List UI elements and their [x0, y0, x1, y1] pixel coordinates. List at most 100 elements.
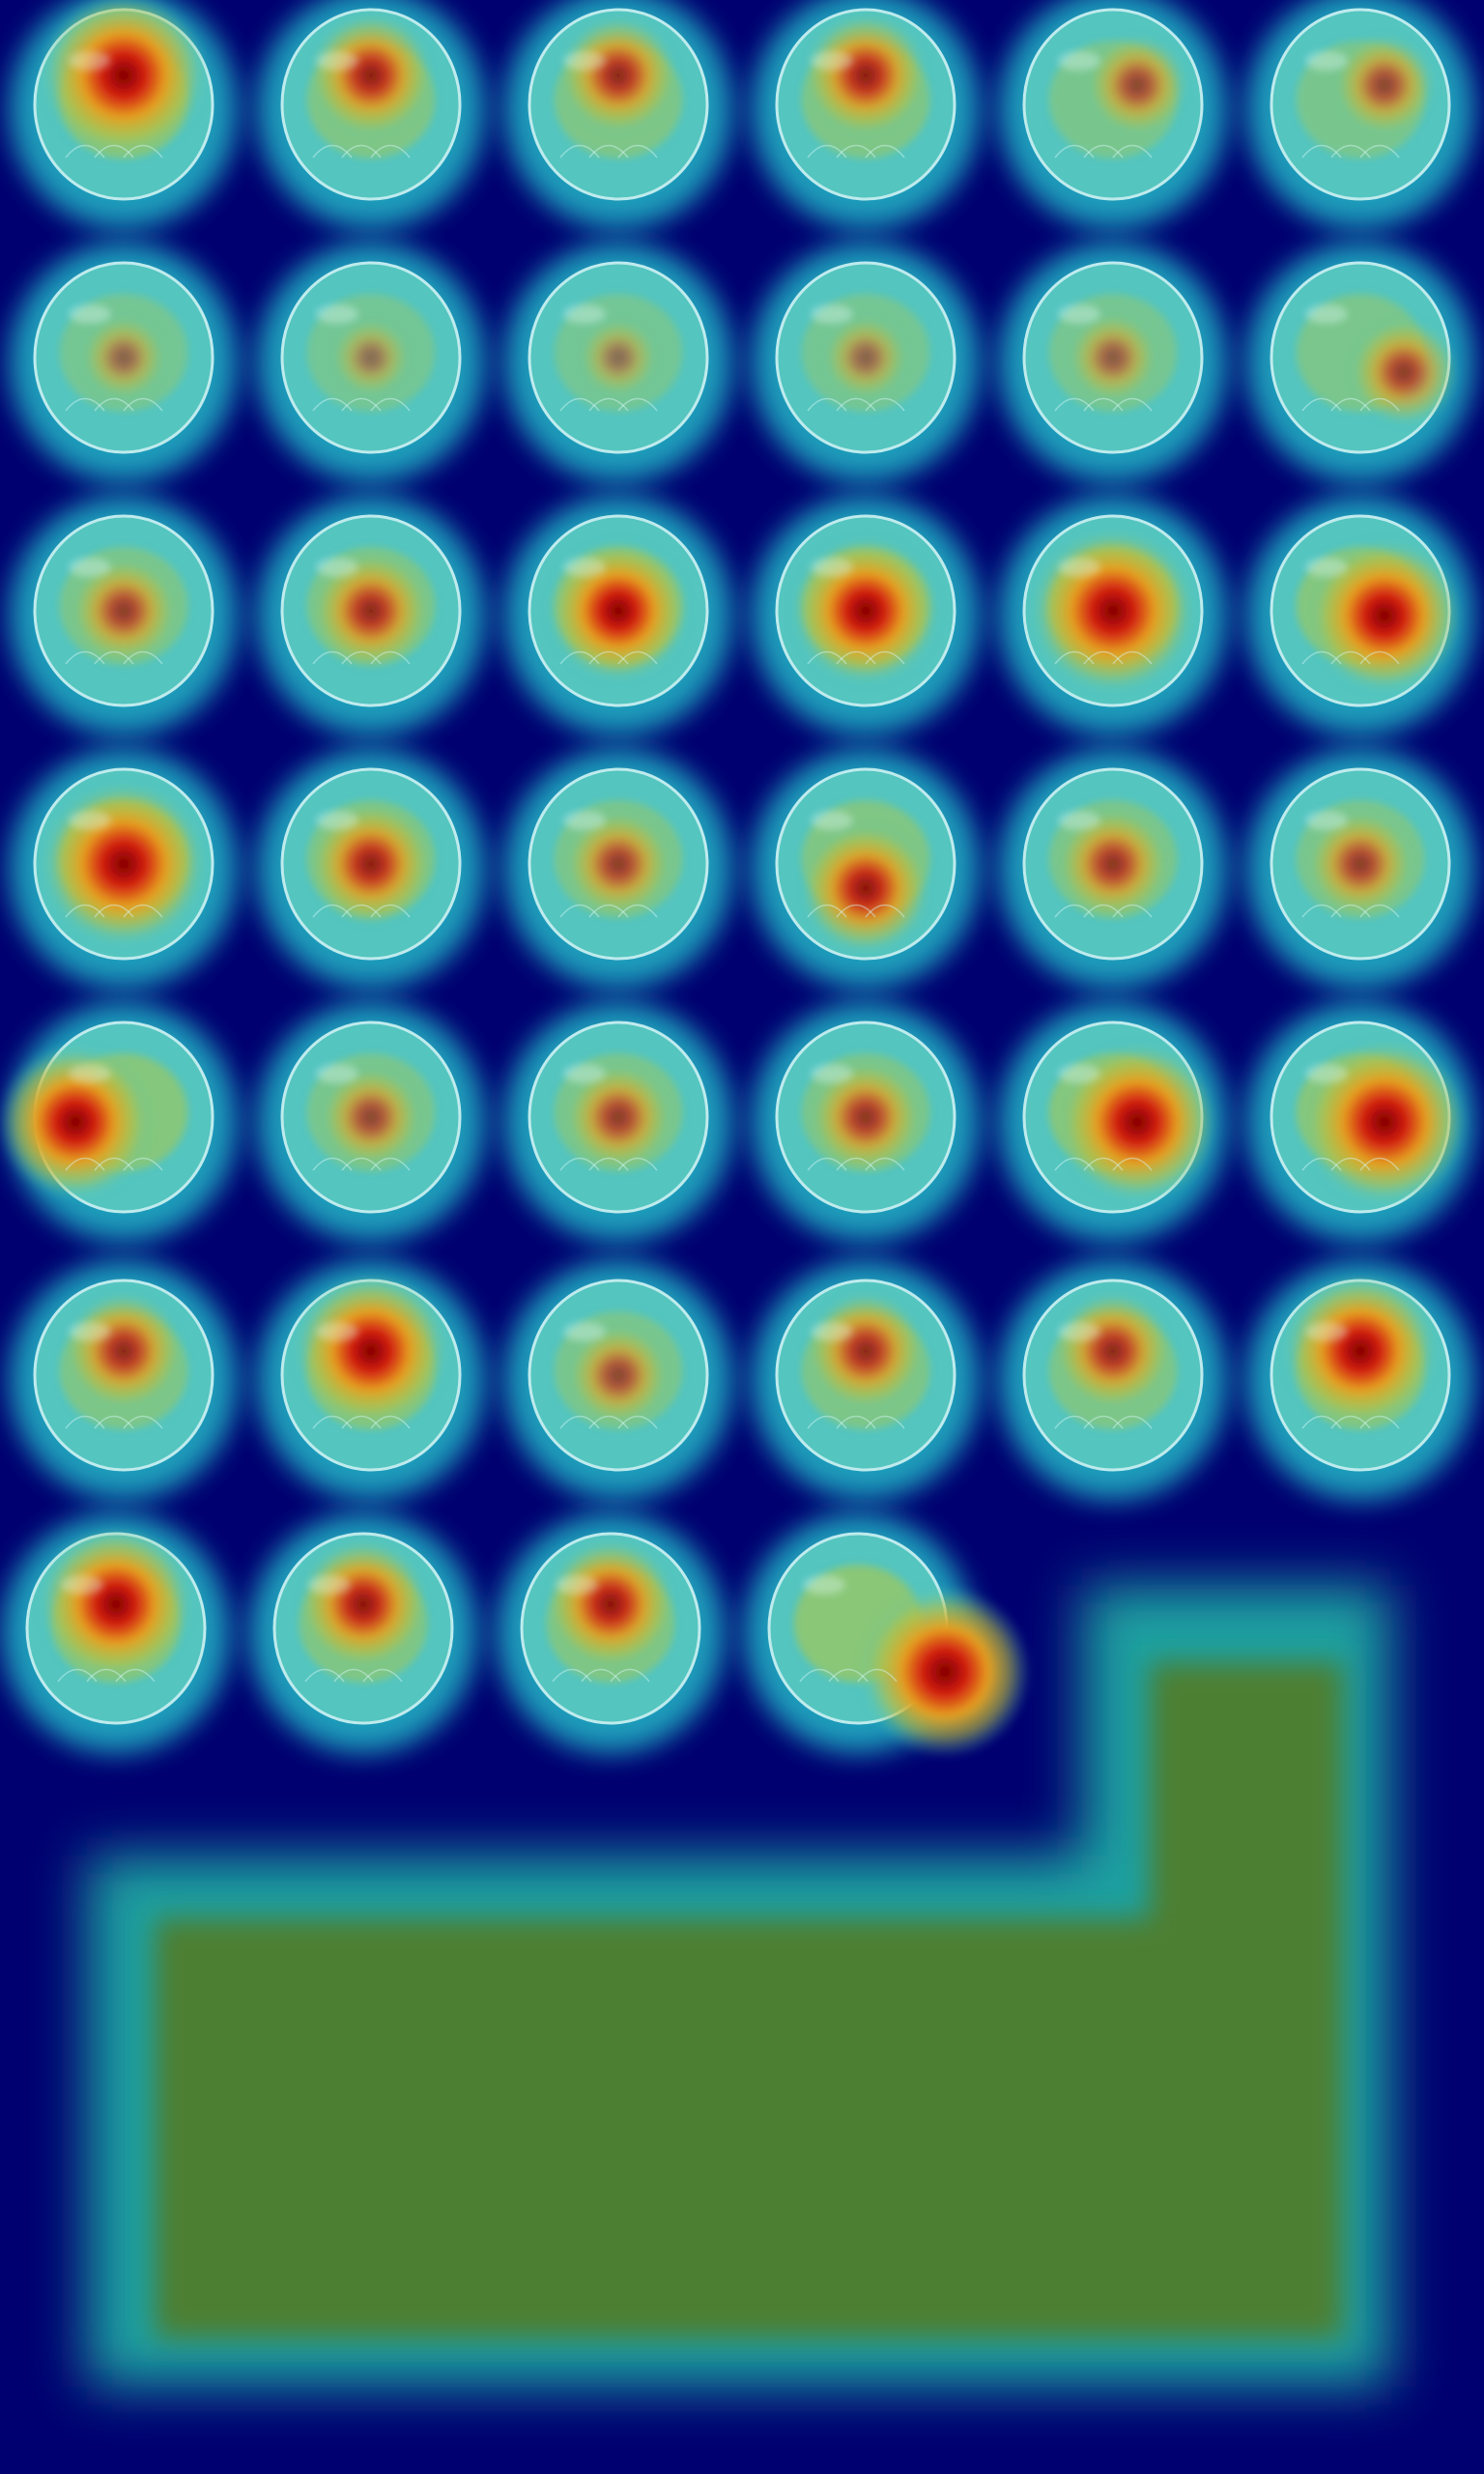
anatomy-line [865, 650, 905, 665]
anatomy-line [1359, 144, 1400, 158]
slice-tile [752, 243, 980, 482]
anatomy-line [370, 397, 411, 412]
anatomy-line [1083, 650, 1124, 665]
activation-hotspot [563, 1062, 673, 1172]
slice-tile [257, 496, 485, 735]
activation-hotspot [563, 809, 673, 919]
activation-hotspot [297, 1538, 430, 1671]
anatomy-line [1083, 144, 1124, 158]
activation-hotspot [38, 1526, 194, 1683]
bright-highlight [69, 1064, 111, 1083]
anatomy-line [341, 904, 382, 918]
anatomy-line [1112, 144, 1153, 158]
bright-highlight [811, 304, 853, 324]
anatomy-line [865, 1157, 905, 1171]
activation-hotspot [63, 1290, 185, 1412]
anatomy-line [123, 144, 163, 158]
anatomy-line [1301, 904, 1342, 918]
bright-highlight [316, 558, 358, 577]
bright-highlight [1305, 51, 1348, 71]
anatomy-line [588, 1157, 629, 1171]
slice-tile [1246, 0, 1474, 229]
anatomy-line [865, 904, 905, 918]
anatomy-line [559, 650, 600, 665]
slice-tile [999, 1260, 1227, 1500]
slice-tile [0, 1002, 238, 1242]
slice-tile [10, 1260, 238, 1500]
anatomy-line [1083, 904, 1124, 918]
anatomy-line [617, 1415, 658, 1429]
anatomy-line [304, 1668, 345, 1683]
slice-tile [999, 0, 1227, 229]
anatomy-line [1330, 144, 1371, 158]
anatomy-line [94, 1415, 134, 1429]
anatomy-line [559, 1415, 600, 1429]
activation-hotspot [822, 314, 909, 401]
bright-highlight [563, 811, 606, 830]
activation-hotspot [1306, 537, 1463, 694]
empty-region-core [155, 1662, 1343, 2339]
anatomy-line [836, 397, 876, 412]
slice-tile [10, 0, 238, 229]
anatomy-line [1083, 397, 1124, 412]
activation-hotspot [546, 538, 691, 683]
bright-highlight [308, 1575, 351, 1595]
anatomy-line [94, 904, 134, 918]
anatomy-line [123, 650, 163, 665]
anatomy-line [1112, 397, 1153, 412]
bright-highlight [1058, 304, 1100, 324]
anatomy-line [123, 1415, 163, 1429]
activation-hotspot [319, 1065, 423, 1169]
bright-highlight [316, 304, 358, 324]
slice-tile [744, 1513, 1032, 1759]
activation-hotspot [1282, 1273, 1439, 1429]
anatomy-line [1083, 1157, 1124, 1171]
activation-hotspot [557, 14, 679, 136]
slice-tile [10, 496, 238, 735]
bright-highlight [811, 1322, 853, 1341]
activation-hotspot [1300, 1038, 1469, 1206]
activation-hotspot [1085, 33, 1189, 137]
anatomy-line [807, 397, 847, 412]
anatomy-line [865, 144, 905, 158]
anatomy-line [807, 144, 847, 158]
bright-highlight [316, 811, 358, 830]
activation-hotspot [544, 1538, 677, 1671]
slice-tile [1246, 496, 1474, 735]
anatomy-line [552, 1668, 592, 1683]
anatomy-line [588, 144, 629, 158]
anatomy-line [65, 1415, 105, 1429]
anatomy-line [836, 144, 876, 158]
anatomy-line [807, 1415, 847, 1429]
slice-tile [1246, 749, 1474, 989]
bright-highlight [811, 558, 853, 577]
bright-highlight [316, 51, 358, 71]
slice-tile [497, 1513, 725, 1753]
anatomy-line [1301, 650, 1342, 665]
bright-highlight [563, 51, 606, 71]
anatomy-line [836, 650, 876, 665]
anatomy-line [1054, 650, 1095, 665]
anatomy-line [1359, 1157, 1400, 1171]
activation-hotspot [858, 1585, 1032, 1759]
anatomy-line [370, 144, 411, 158]
anatomy-line [94, 144, 134, 158]
anatomy-line [1054, 397, 1095, 412]
activation-hotspot [1067, 311, 1159, 404]
anatomy-line [65, 650, 105, 665]
bright-highlight [1058, 558, 1100, 577]
anatomy-line [1330, 1157, 1371, 1171]
anatomy-line [341, 397, 382, 412]
slice-tile [257, 243, 485, 482]
bright-highlight [556, 1575, 598, 1595]
anatomy-line [65, 397, 105, 412]
anatomy-line [123, 1157, 163, 1171]
anatomy-line [617, 397, 658, 412]
slice-tile [1246, 1002, 1474, 1242]
activation-hotspot [805, 1290, 927, 1412]
anatomy-line [857, 1668, 898, 1683]
bright-highlight [563, 1064, 606, 1083]
activation-hotspot [1056, 1041, 1218, 1203]
anatomy-line [370, 650, 411, 665]
